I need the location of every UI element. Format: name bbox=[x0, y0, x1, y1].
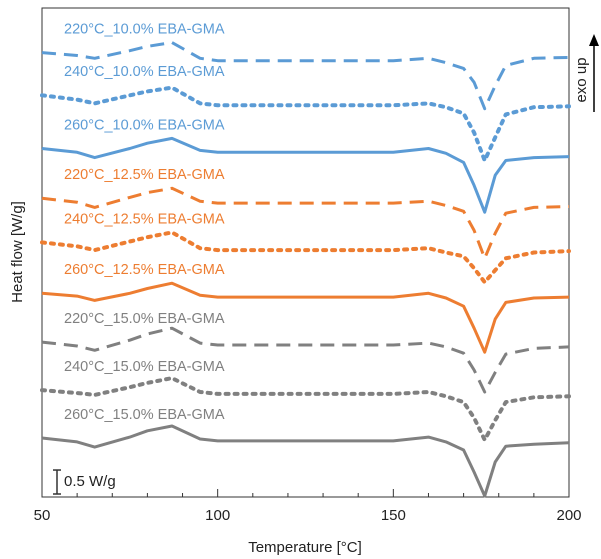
exo-label: exo up bbox=[573, 57, 590, 102]
series-line bbox=[40, 85, 571, 163]
series-line bbox=[41, 326, 570, 394]
series-label: 260°C_10.0% EBA-GMA bbox=[64, 117, 225, 133]
series-line bbox=[41, 281, 570, 354]
series-label: 260°C_15.0% EBA-GMA bbox=[64, 407, 225, 423]
series-line bbox=[41, 136, 570, 214]
x-tick-label: 150 bbox=[381, 507, 406, 524]
x-axis-label: Temperature [°C] bbox=[248, 539, 362, 556]
series-line bbox=[41, 186, 570, 260]
series-label: 220°C_12.5% EBA-GMA bbox=[64, 167, 225, 183]
series-line bbox=[40, 230, 571, 285]
x-tick-label: 50 bbox=[34, 507, 51, 524]
scale-bar-label: 0.5 W/g bbox=[64, 473, 116, 490]
series-label: 240°C_10.0% EBA-GMA bbox=[64, 64, 225, 80]
series-label: 220°C_15.0% EBA-GMA bbox=[64, 311, 225, 327]
series-label: 240°C_15.0% EBA-GMA bbox=[64, 359, 225, 375]
x-tick-label: 100 bbox=[205, 507, 230, 524]
series-label: 220°C_10.0% EBA-GMA bbox=[64, 21, 225, 37]
y-axis-label: Heat flow [W/g] bbox=[9, 201, 26, 303]
series-line bbox=[41, 41, 570, 111]
series-line bbox=[40, 376, 571, 442]
exo-arrow-head bbox=[589, 34, 599, 46]
series-line bbox=[41, 424, 570, 498]
series-label: 260°C_12.5% EBA-GMA bbox=[64, 262, 225, 278]
series-label: 240°C_12.5% EBA-GMA bbox=[64, 211, 225, 227]
x-tick-label: 200 bbox=[556, 507, 581, 524]
plot-frame bbox=[41, 7, 570, 498]
